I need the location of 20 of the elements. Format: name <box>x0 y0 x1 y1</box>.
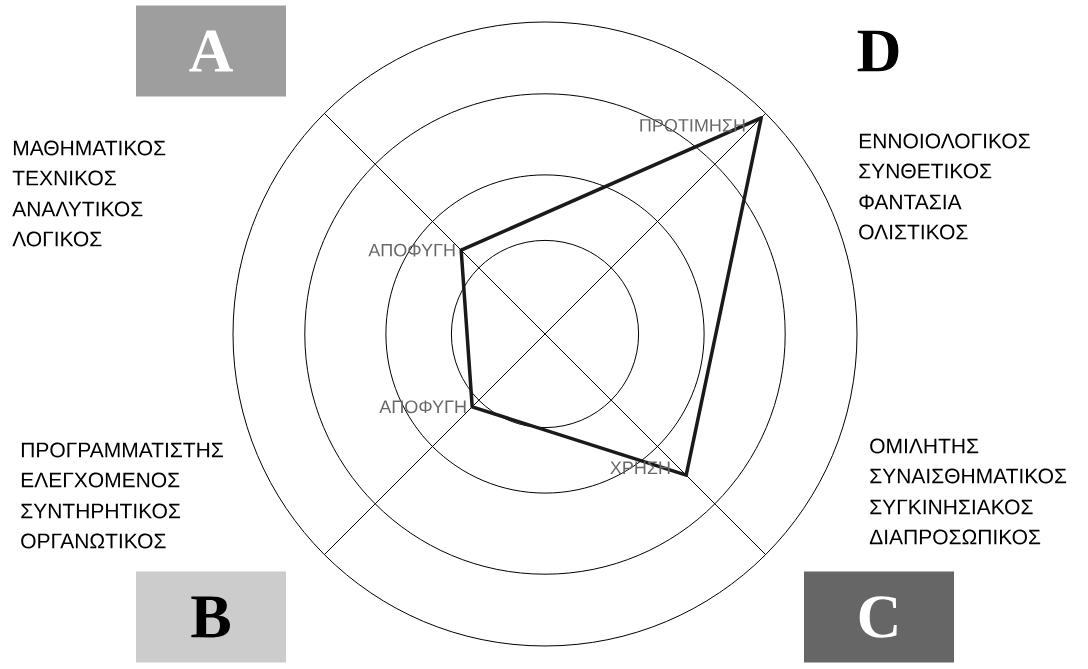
text: ΔΙΑΠΡΟΣΩΠΙΚΟΣ <box>869 529 1041 545</box>
text: ΟΜΙΛΗΤΗΣ <box>870 438 979 454</box>
text: ΜΑΘΗΜΑΤΙΚΟΣ <box>13 140 166 156</box>
text: ΛΟΓΙΚΟΣ <box>12 231 102 247</box>
spoke-label: C <box>859 596 897 638</box>
text: ΟΡΓΑΝΩΤΙΚΟΣ <box>21 533 166 549</box>
text: ΣΥΓΚΙΝΗΣΙΑΚΟΣ <box>870 499 1033 515</box>
text: ΕΛΕΓΧΟΜΕΝΟΣ <box>21 472 180 488</box>
text: ΣΥΝΑΙΣΘΗΜΑΤΙΚΟΣ <box>870 468 1067 484</box>
text: ΕΝΝΟΙΟΛΟΓΙΚΟΣ <box>859 133 1030 149</box>
text: ΑΝΑΛΥΤΙΚΟΣ <box>12 201 143 217</box>
spoke-label: D <box>857 30 899 72</box>
text: ΠΡΟΓΡΑΜΜΑΤΙΣΤΗΣ <box>21 442 223 458</box>
spoke-label: A <box>189 30 233 72</box>
text: ΤΕΧΝΙΚΟΣ <box>12 170 116 186</box>
text: ΟΛΙΣΤΙΚΟΣ <box>859 224 968 240</box>
text: ΦΑΝΤΑΣΙΑ <box>859 194 962 210</box>
spoke-label: B <box>191 596 230 638</box>
text: ΣΥΝΘΕΤΙΚΟΣ <box>859 163 992 179</box>
text: ΣΥΝΤΗΡΗΤΙΚΟΣ <box>21 503 181 519</box>
